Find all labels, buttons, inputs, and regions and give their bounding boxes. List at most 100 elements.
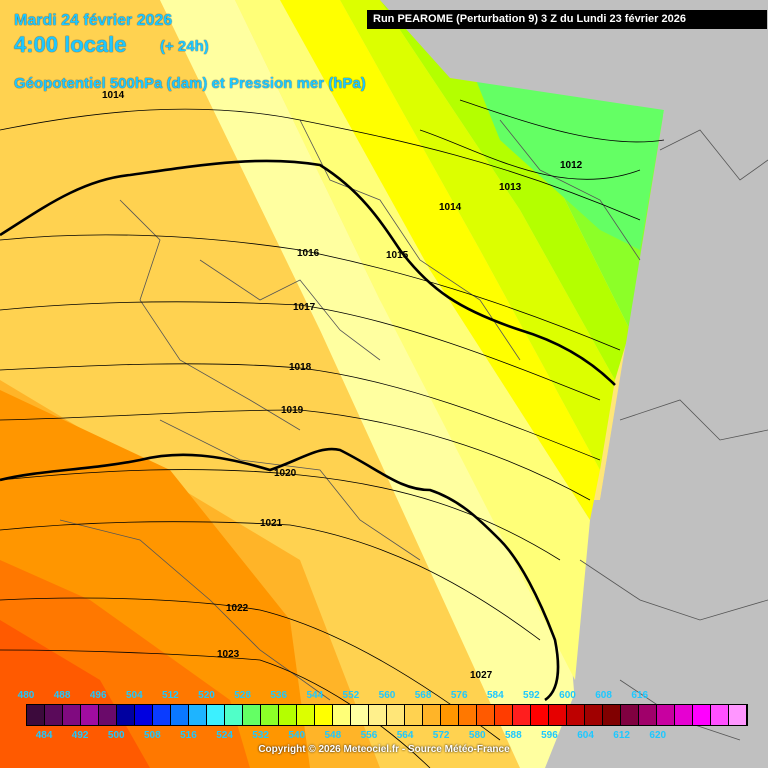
legend-label: 488 [53, 690, 71, 701]
legend-swatch [531, 705, 549, 725]
isobar-label: 1013 [499, 182, 522, 193]
legend-label: 564 [396, 730, 414, 741]
isobar-label: 1012 [560, 160, 583, 171]
legend-label: 604 [577, 730, 594, 741]
isobar-label: 1016 [297, 248, 320, 259]
borders [59, 119, 768, 741]
legend-swatch [171, 705, 189, 725]
legend-label: 552 [342, 690, 360, 701]
legend-swatch [117, 705, 135, 725]
legend-swatch [297, 705, 315, 725]
legend-label: 608 [595, 690, 612, 701]
legend-swatch [153, 705, 171, 725]
legend-swatch [729, 705, 747, 725]
legend-swatch [243, 705, 261, 725]
legend-swatch [225, 705, 243, 725]
legend-swatch [63, 705, 81, 725]
legend-swatch [45, 705, 63, 725]
legend-swatch [441, 705, 459, 725]
legend-label: 536 [270, 690, 288, 701]
isobar-label: 1015 [386, 250, 409, 261]
legend-swatch [189, 705, 207, 725]
legend-swatch [135, 705, 153, 725]
isobar-label: 1019 [281, 405, 304, 416]
legend-swatch [423, 705, 441, 725]
legend-swatch [675, 705, 693, 725]
legend-top-labels: 480 488 496 504 512 520 528 536 544 552 560 568 576 5… [0, 690, 768, 704]
legend-label: 520 [198, 690, 215, 701]
geopotential-bands [0, 0, 664, 768]
legend-swatch [351, 705, 369, 725]
legend-label: 528 [234, 690, 251, 701]
legend-swatch [603, 705, 621, 725]
legend-bottom-labels: 484 492 500 508 516 524 532 540 548 556 564 572 580 5… [0, 730, 768, 744]
legend-swatch [657, 705, 675, 725]
legend-label: 620 [649, 730, 667, 741]
legend-label: 588 [505, 730, 522, 741]
legend-label: 592 [523, 690, 540, 701]
run-info: Run PEAROME (Perturbation 9) 3 Z du Lund… [367, 10, 767, 29]
isobar-label: 1018 [289, 362, 312, 373]
legend-label: 616 [631, 690, 649, 701]
legend-label: 500 [107, 730, 125, 741]
legend-label: 504 [125, 690, 143, 701]
legend-label: 496 [89, 690, 107, 701]
legend-label: 568 [414, 690, 432, 701]
legend-label: 612 [613, 730, 630, 741]
legend-swatch [81, 705, 99, 725]
legend-label: 512 [162, 690, 179, 701]
legend-label: 600 [559, 690, 576, 701]
legend-label: 524 [216, 730, 233, 741]
legend-label: 556 [360, 730, 378, 741]
legend-swatch [621, 705, 639, 725]
legend-swatch [99, 705, 117, 725]
isobar-label: 1027 [470, 670, 493, 681]
isobar-label: 1020 [274, 468, 297, 479]
legend-label: 576 [450, 690, 468, 701]
isobar-label: 1022 [226, 603, 249, 614]
legend-swatch [693, 705, 711, 725]
legend-label: 580 [468, 730, 486, 741]
outside-domain-east [545, 80, 768, 768]
legend-label: 596 [541, 730, 558, 741]
legend-swatch [387, 705, 405, 725]
legend-label: 544 [306, 690, 324, 701]
legend-label: 484 [35, 730, 53, 741]
legend-label: 516 [180, 730, 197, 741]
legend-label: 492 [71, 730, 89, 741]
isobars [0, 99, 665, 768]
isobar-label: 1017 [293, 302, 316, 313]
legend-color-bar [26, 704, 748, 726]
legend-swatch [333, 705, 351, 725]
copyright: Copyright © 2026 Meteociel.fr - Source M… [258, 744, 510, 755]
forecast-time: 4:00 locale [14, 32, 127, 57]
legend-swatch [495, 705, 513, 725]
legend-swatch [207, 705, 225, 725]
legend-swatch [27, 705, 45, 725]
isobar-label: 1021 [260, 518, 283, 529]
legend-label: 584 [486, 690, 504, 701]
legend-label: 532 [252, 730, 269, 741]
legend-swatch [279, 705, 297, 725]
legend-swatch [567, 705, 585, 725]
legend-swatch [315, 705, 333, 725]
legend-swatch [405, 705, 423, 725]
legend-label: 540 [288, 730, 306, 741]
legend-label: 548 [324, 730, 342, 741]
legend-swatch [549, 705, 567, 725]
parameter-title: Géopotentiel 500hPa (dam) et Pression me… [14, 75, 366, 92]
legend-label: 480 [17, 690, 35, 701]
legend-label: 508 [144, 730, 161, 741]
geopotential-contours [0, 159, 616, 702]
legend-swatch [711, 705, 729, 725]
legend-swatch [513, 705, 531, 725]
legend-swatch [369, 705, 387, 725]
isobar-label: 1014 [102, 90, 125, 101]
lead-time: (+ 24h) [160, 38, 209, 55]
isobar-label: 1014 [439, 202, 462, 213]
legend-label: 572 [432, 730, 450, 741]
legend-swatch [639, 705, 657, 725]
legend-swatch [261, 705, 279, 725]
